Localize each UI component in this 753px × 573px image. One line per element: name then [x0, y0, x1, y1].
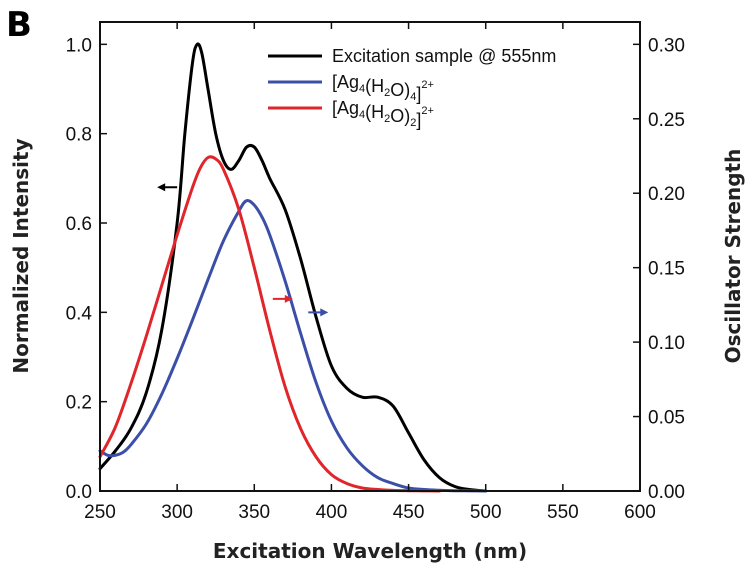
series-line-2 — [98, 198, 488, 493]
y-right-tick-label: 0.05 — [648, 408, 685, 429]
arrow-head — [157, 183, 166, 192]
y-axis-title-right: Oscillator Strength — [721, 149, 745, 364]
legend-label: [Ag4(H2O)2]2+ — [332, 98, 434, 130]
y-left-tick-label: 0.0 — [66, 482, 92, 503]
x-tick-label: 250 — [84, 502, 116, 523]
x-tick-label: 300 — [161, 502, 193, 523]
plot-frame — [99, 21, 641, 492]
x-tick-label: 550 — [547, 502, 579, 523]
y-right-tick-label: 0.25 — [648, 110, 685, 131]
ticks-layer: 250 300 350 400 450 500 550 600 0.0 0.2 0.4 0.6 0.8 1… — [66, 22, 685, 523]
y-right-tick-label: 0.00 — [648, 482, 685, 503]
legend-label: Excitation sample @ 555nm — [332, 46, 556, 66]
arrow-head — [284, 294, 293, 303]
y-right-tick-label: 0.15 — [648, 259, 685, 280]
arrow-right-axis-blue — [308, 308, 329, 317]
y-left-tick-label: 0.8 — [66, 125, 92, 146]
y-left-tick-label: 0.4 — [66, 303, 93, 324]
y-right-tick-label: 0.30 — [648, 35, 685, 56]
legend-label: [Ag4(H2O)4]2+ — [332, 72, 434, 104]
y-left-tick-label: 0.2 — [66, 393, 92, 414]
arrow-left-axis-black — [157, 183, 178, 192]
series-line-1 — [98, 42, 488, 493]
x-axis-title: Excitation Wavelength (nm) — [213, 539, 527, 563]
y-right-tick-label: 0.10 — [648, 333, 685, 354]
x-tick-label: 350 — [238, 502, 270, 523]
panel-label: B — [6, 5, 32, 45]
y-left-tick-label: 0.6 — [66, 214, 92, 235]
x-tick-label: 600 — [624, 502, 656, 523]
arrow-right-axis-red — [272, 294, 293, 303]
annotation-layer — [157, 183, 329, 317]
series-line-3 — [98, 155, 441, 493]
y-right-tick-label: 0.20 — [648, 184, 685, 205]
x-tick-label: 500 — [470, 502, 502, 523]
series-layer — [98, 42, 488, 493]
legend: Excitation sample @ 555nm [Ag4(H2O)4]2+[A… — [268, 46, 556, 130]
arrow-head — [320, 308, 329, 317]
y-axis-title-left: Normalized Intensity — [9, 138, 33, 373]
y-left-tick-label: 1.0 — [66, 35, 92, 56]
x-tick-label: 400 — [316, 502, 348, 523]
x-tick-label: 450 — [393, 502, 425, 523]
